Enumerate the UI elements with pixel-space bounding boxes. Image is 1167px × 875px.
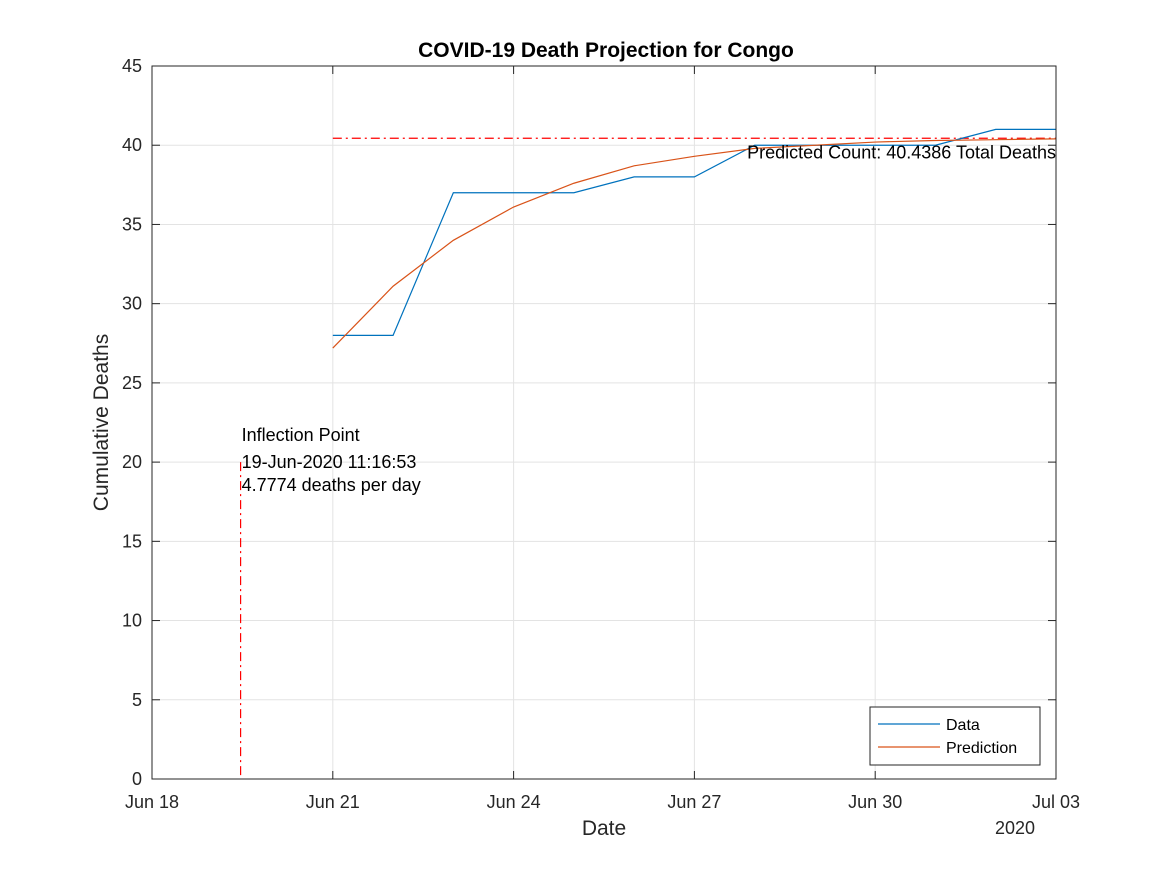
y-tick-label: 20 — [122, 452, 142, 472]
predicted-count-annotation: Predicted Count: 40.4386 Total Deaths — [747, 142, 1056, 162]
grid — [151, 65, 1057, 780]
inflection-annotation-line-1: Inflection Point — [242, 425, 360, 445]
y-tick-label: 30 — [122, 294, 142, 314]
x-tick-label: Jul 03 — [1032, 792, 1080, 812]
legend-entry-data: Data — [946, 717, 980, 734]
inflection-annotation-line-2: 19-Jun-2020 11:16:53 — [242, 452, 417, 472]
x-axis-label: Date — [582, 817, 626, 840]
reference-lines — [239, 137, 1056, 779]
plot-frame — [151, 65, 1057, 780]
legend-box — [869, 706, 1041, 766]
y-axis-label: Cumulative Deaths — [90, 334, 113, 511]
y-tick-label: 40 — [122, 135, 142, 155]
y-tick-label: 15 — [122, 531, 142, 551]
y-tick-label: 10 — [122, 611, 142, 631]
y-tick-label: 25 — [122, 373, 142, 393]
y-tick-label: 45 — [122, 56, 142, 76]
legend-entry-prediction: Prediction — [946, 740, 1017, 757]
y-tick-label: 0 — [132, 769, 142, 789]
inflection-annotation-line-3: 4.7774 deaths per day — [242, 475, 421, 495]
x-axis-year-label: 2020 — [995, 818, 1035, 838]
y-tick-label: 35 — [122, 214, 142, 234]
legend: Data Prediction — [869, 706, 1041, 766]
chart-title: COVID-19 Death Projection for Congo — [418, 39, 794, 62]
x-tick-label: Jun 27 — [667, 792, 721, 812]
x-tick-label: Jun 21 — [306, 792, 360, 812]
x-tick-label: Jun 24 — [487, 792, 541, 812]
x-tick-label: Jun 18 — [125, 792, 179, 812]
x-tick-label: Jun 30 — [848, 792, 902, 812]
ticks: Jun 18 Jun 21 Jun 24 Jun 27 Jun 30 Jul 03 0 5 10… — [122, 56, 1080, 812]
y-tick-label: 5 — [132, 690, 142, 710]
